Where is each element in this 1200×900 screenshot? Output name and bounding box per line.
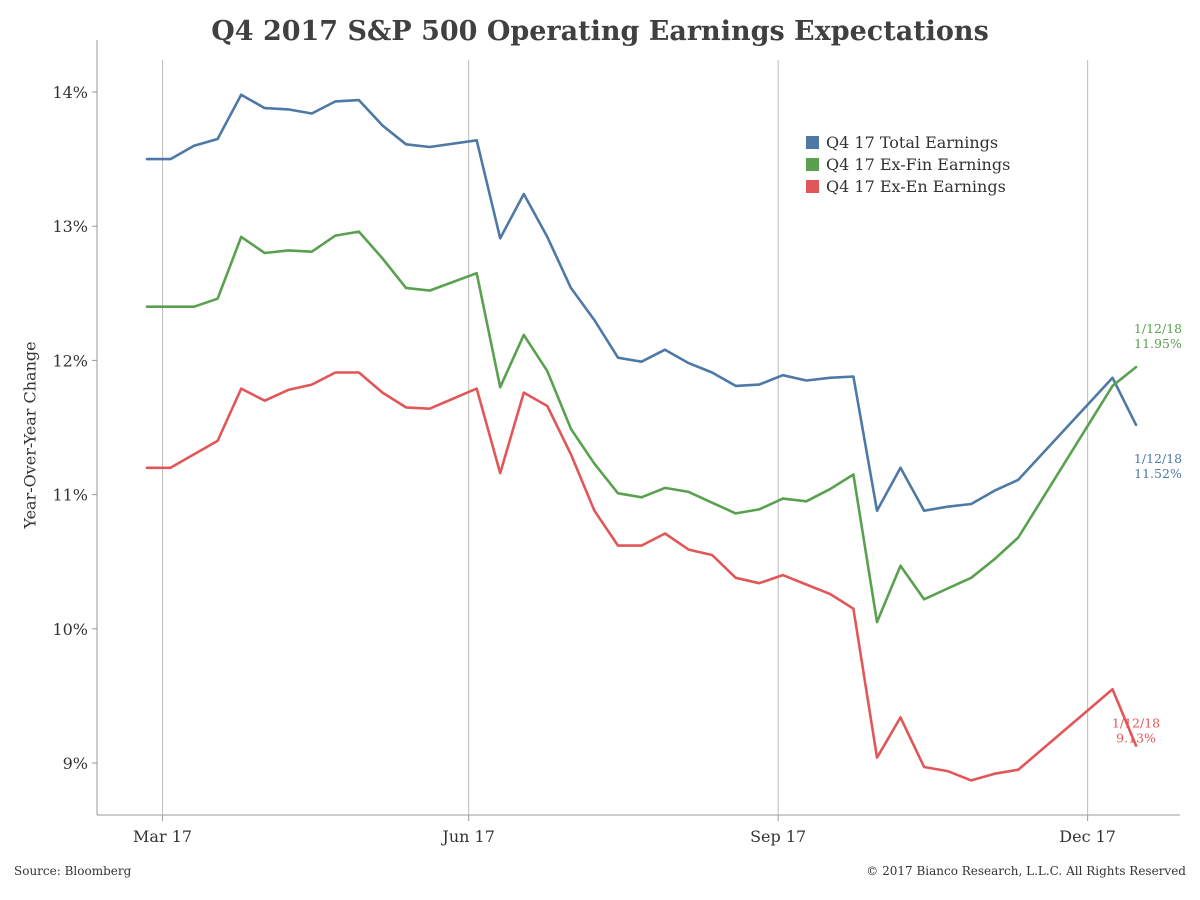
y-tick-label: 14% <box>52 83 88 102</box>
x-tick-label: Sep 17 <box>750 827 806 846</box>
legend-label-ex-en: Q4 17 Ex-En Earnings <box>826 176 1006 196</box>
legend-label-total: Q4 17 Total Earnings <box>826 132 999 152</box>
chart-tick-labels: 9% 10% 11% 12% 13% 14% Mar 17 Jun 17 Sep 17 Dec 1… <box>52 83 1116 846</box>
x-tick-label: Mar 17 <box>133 827 192 846</box>
x-tick-label: Jun 17 <box>440 827 494 846</box>
end-label-2: 9.13% <box>1116 731 1156 746</box>
chart-axes <box>92 40 1180 821</box>
chart-gridlines <box>162 60 1089 815</box>
end-label-2: 1/12/18 <box>1112 716 1160 731</box>
y-axis-label: Year-Over-Year Change <box>20 341 40 529</box>
legend-item-total: Q4 17 Total Earnings <box>806 131 1010 153</box>
series-line-0 <box>145 93 1138 513</box>
y-tick-label: 10% <box>52 620 88 639</box>
chart-series <box>145 93 1138 782</box>
y-tick-label: 13% <box>52 217 88 236</box>
legend-item-ex-en: Q4 17 Ex-En Earnings <box>806 175 1010 197</box>
end-label-0: 11.52% <box>1134 466 1182 481</box>
y-tick-label: 12% <box>52 351 88 370</box>
legend-item-ex-fin: Q4 17 Ex-Fin Earnings <box>806 153 1010 175</box>
legend-label-ex-fin: Q4 17 Ex-Fin Earnings <box>826 154 1011 174</box>
end-label-1: 11.95% <box>1134 336 1182 351</box>
y-tick-label: 11% <box>52 486 88 505</box>
series-line-1 <box>145 230 1138 624</box>
copyright-note: © 2017 Bianco Research, L.L.C. All Right… <box>866 864 1186 878</box>
end-label-1: 1/12/18 <box>1134 321 1182 336</box>
chart-legend: Q4 17 Total Earnings Q4 17 Ex-Fin Earnin… <box>806 131 1010 197</box>
source-note: Source: Bloomberg <box>14 864 132 878</box>
end-label-0: 1/12/18 <box>1134 451 1182 466</box>
series-line-2 <box>145 371 1138 782</box>
legend-swatch-ex-en <box>806 179 819 193</box>
chart-title: Q4 2017 S&P 500 Operating Earnings Expec… <box>211 16 989 47</box>
x-tick-label: Dec 17 <box>1059 827 1116 846</box>
y-tick-label: 9% <box>63 754 88 773</box>
legend-swatch-total <box>806 135 819 149</box>
legend-swatch-ex-fin <box>806 157 819 171</box>
